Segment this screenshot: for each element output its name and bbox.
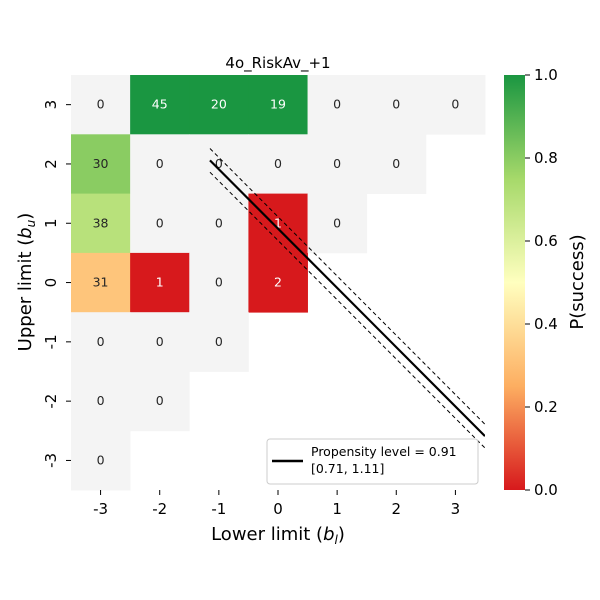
legend-label-line2: [0.71, 1.11] — [311, 461, 384, 476]
heatmap-cell — [189, 193, 249, 254]
y-tick-label: -1 — [42, 334, 60, 349]
cell-count-label: 0 — [392, 156, 400, 171]
heatmap-cell — [130, 252, 190, 313]
cell-count-label: 1 — [156, 275, 164, 290]
propensity-upper-bound-line — [209, 148, 485, 425]
heatmap-cell — [307, 193, 368, 254]
cell-count-label: 31 — [93, 275, 109, 290]
y-tick-label: -2 — [42, 394, 60, 409]
heatmap-cell — [189, 312, 249, 372]
colorbar-tick-label: 0.8 — [534, 149, 558, 167]
heatmap-cell — [307, 75, 368, 135]
colorbar-ticks: 0.0 0.2 0.4 0.6 0.8 1.0 — [525, 66, 558, 499]
cell-count-label: 45 — [152, 97, 168, 112]
cell-count-label: 0 — [97, 334, 105, 349]
cell-count-label: 0 — [97, 97, 105, 112]
heatmap-cell — [189, 252, 249, 313]
colorbar-tick-label: 1.0 — [534, 66, 558, 84]
cell-count-label: 0 — [392, 97, 400, 112]
y-tick-label: 1 — [42, 218, 60, 228]
heatmap-cell — [248, 193, 308, 254]
cell-count-label: 0 — [97, 393, 105, 408]
heatmap-cell — [307, 134, 368, 194]
legend-label-line1: Propensity level = 0.91 — [311, 444, 457, 459]
cell-count-label: 0 — [156, 215, 164, 230]
x-tick-label: -3 — [93, 500, 108, 518]
x-tick-label: -2 — [152, 500, 167, 518]
cell-count-label: 0 — [156, 156, 164, 171]
heatmap-cell — [130, 134, 190, 194]
cell-count-label: 30 — [93, 156, 109, 171]
colorbar-gradient — [504, 75, 525, 490]
cell-count-label: 0 — [333, 215, 341, 230]
heatmap-cell — [130, 193, 190, 254]
heatmap-cell — [366, 75, 427, 135]
y-tick-label: -3 — [42, 453, 60, 468]
propensity-line — [209, 159, 485, 437]
heatmap-cell — [189, 75, 249, 135]
heatmap-cell — [130, 312, 190, 372]
colorbar-tick-label: 0.6 — [534, 232, 558, 250]
colorbar-tick-label: 0.2 — [534, 398, 558, 416]
heatmap-cell — [71, 371, 131, 432]
heatmap-cell — [130, 371, 190, 432]
cell-count-label: 38 — [93, 215, 109, 230]
colorbar-tick-label: 0.4 — [534, 315, 558, 333]
y-axis-label: Upper limit (bu) — [15, 213, 38, 352]
colorbar-tick-label: 0.0 — [534, 481, 558, 499]
cell-count-label: 0 — [215, 334, 223, 349]
heatmap-cell — [71, 75, 131, 135]
heatmap-cells: 0 45 20 19 0 0 030 0 0 0 0 038 0 0 1 031 1 0 20 0 00 00 — [71, 75, 486, 491]
heatmap-cell — [71, 430, 131, 491]
heatmap-cell — [425, 75, 486, 135]
heatmap-cell — [248, 252, 308, 313]
propensity-lower-bound-line — [209, 171, 485, 449]
propensity-lines — [209, 148, 485, 449]
heatmap-cell — [71, 312, 131, 372]
cell-count-label: 19 — [270, 97, 286, 112]
cell-count-label: 0 — [215, 156, 223, 171]
heatmap-cell — [366, 134, 427, 194]
heatmap-cell — [248, 134, 308, 194]
cell-count-label: 1 — [274, 215, 282, 230]
x-axis-label: Lower limit (bl) — [211, 524, 345, 547]
cell-count-label: 0 — [451, 97, 459, 112]
cell-count-label: 0 — [333, 156, 341, 171]
x-tick-label: 2 — [391, 500, 401, 518]
heatmap-cell — [189, 134, 249, 194]
cell-count-label: 0 — [97, 452, 105, 467]
cell-count-label: 0 — [156, 393, 164, 408]
y-tick-label: 2 — [42, 159, 60, 169]
x-tick-label: -1 — [211, 500, 226, 518]
cell-count-label: 2 — [274, 275, 282, 290]
cell-count-label: 0 — [215, 275, 223, 290]
x-tick-label: 1 — [332, 500, 342, 518]
chart-title: 4o_RiskAv_+1 — [225, 54, 330, 73]
cell-count-label: 0 — [274, 156, 282, 171]
cell-count-label: 0 — [215, 215, 223, 230]
y-axis-ticks: 3 2 1 0 -1 -2 -3 — [42, 100, 71, 468]
x-axis-ticks: -3 -2 -1 0 1 2 3 — [93, 490, 460, 518]
colorbar-label: P(success) — [567, 234, 588, 329]
x-tick-label: 3 — [451, 500, 461, 518]
cell-count-label: 20 — [211, 97, 227, 112]
heatmap-cell — [71, 193, 131, 254]
x-tick-label: 0 — [273, 500, 283, 518]
y-tick-label: 3 — [42, 100, 60, 110]
colorbar: 0.0 0.2 0.4 0.6 0.8 1.0 P(success) — [504, 66, 588, 499]
heatmap-cell — [71, 252, 131, 313]
heatmap-cell — [71, 134, 131, 194]
legend-box — [266, 438, 479, 485]
y-tick-label: 0 — [42, 278, 60, 288]
cell-count-label: 0 — [333, 97, 341, 112]
legend: Propensity level = 0.91 [0.71, 1.11] — [266, 438, 479, 485]
heatmap-cell — [248, 75, 308, 135]
heatmap-cell — [130, 75, 190, 135]
cell-count-label: 0 — [156, 334, 164, 349]
